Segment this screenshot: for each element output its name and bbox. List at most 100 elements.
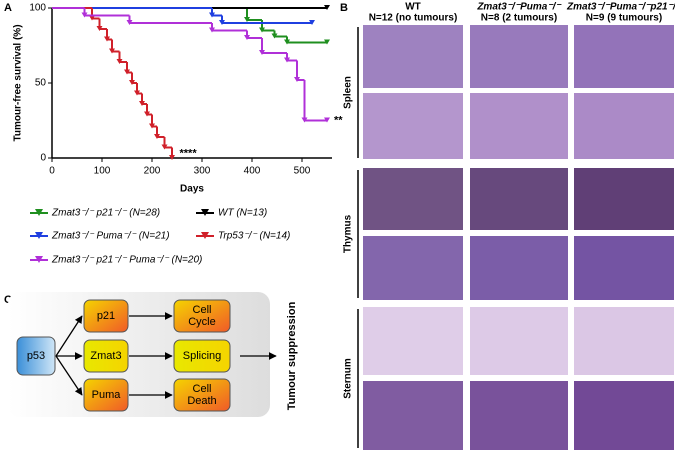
node-box <box>83 378 129 412</box>
legend-marker <box>35 209 43 216</box>
column-subtitle: N=12 (no tumours) <box>369 13 458 24</box>
node-label: Splicing <box>183 350 222 362</box>
event-marker <box>134 90 140 96</box>
event-marker <box>309 20 315 25</box>
histology-image <box>363 236 463 300</box>
node-label: Cell <box>193 383 212 395</box>
node-label: Cycle <box>188 316 216 328</box>
legend-label: Trp53⁻/⁻ (N=14) <box>218 231 290 242</box>
event-marker <box>109 48 115 54</box>
histology-image <box>363 307 463 375</box>
event-marker <box>209 27 215 33</box>
y-tick-label: 100 <box>29 3 46 14</box>
legend-label: Zmat3⁻/⁻ p21⁻/⁻ (N=28) <box>51 208 160 219</box>
panel-label: A <box>4 2 12 14</box>
y-axis-title: Tumour-free survival (%) <box>13 24 24 141</box>
node-label: Cell <box>193 304 212 316</box>
histology-image <box>574 307 674 375</box>
histology-image <box>470 381 568 450</box>
legend-marker <box>35 256 43 263</box>
row-label: Spleen <box>343 76 354 109</box>
annotation: **** <box>180 147 198 159</box>
x-tick-label: 500 <box>294 166 311 177</box>
histology-image <box>363 25 463 88</box>
y-tick-label: 50 <box>35 78 47 89</box>
row-label: Sternum <box>343 358 354 399</box>
event-marker <box>294 77 300 82</box>
survival-chart: A B C 0 50 100 0 100 200 300 400 500 Days Tumour-free… <box>4 2 348 306</box>
legend-label: WT (N=13) <box>218 208 267 219</box>
event-marker <box>154 134 160 139</box>
event-marker <box>209 12 215 18</box>
y-tick-label: 0 <box>40 153 46 164</box>
event-marker <box>81 12 88 18</box>
event-marker <box>284 39 290 45</box>
panel-label: C <box>4 294 12 306</box>
histology-image <box>574 93 674 159</box>
legend-label: Zmat3⁻/⁻ Puma⁻/⁻ (N=21) <box>51 231 170 242</box>
event-marker <box>219 20 225 25</box>
event-marker <box>144 111 150 117</box>
histology-image <box>574 236 674 300</box>
node-label: Puma <box>92 389 122 401</box>
histology-image <box>470 236 568 300</box>
legend-marker <box>201 209 209 216</box>
node-box <box>83 339 129 373</box>
arrow <box>55 355 83 396</box>
x-tick-label: 300 <box>194 166 211 177</box>
event-marker <box>161 144 168 150</box>
event-marker <box>244 17 250 22</box>
event-marker <box>149 123 155 129</box>
node-label: p21 <box>97 310 115 322</box>
histology-image <box>574 25 674 88</box>
event-marker <box>139 101 145 106</box>
histology-image <box>470 25 568 88</box>
histology-image <box>574 381 674 450</box>
event-marker <box>244 35 250 40</box>
event-marker <box>259 50 265 55</box>
event-marker <box>129 80 135 85</box>
event-marker <box>169 155 175 160</box>
event-marker <box>124 69 130 75</box>
histology-image <box>363 93 463 159</box>
node-label: p53 <box>27 350 45 362</box>
column-title: Zmat3⁻/⁻Puma⁻/⁻p21⁻/⁻ <box>566 2 675 13</box>
histology-image <box>470 93 568 159</box>
column-subtitle: N=9 (9 tumours) <box>586 13 662 24</box>
histology-image <box>470 168 568 230</box>
event-marker <box>324 39 330 45</box>
event-marker <box>271 33 278 39</box>
node-box <box>83 299 129 333</box>
event-marker <box>301 117 308 123</box>
node-label: Zmat3 <box>90 350 121 362</box>
x-tick-label: 200 <box>144 166 161 177</box>
column-title: WT <box>405 2 421 13</box>
node-box <box>173 378 231 412</box>
legend-label: Zmat3⁻/⁻ p21⁻/⁻ Puma⁻/⁻ (N=20) <box>51 255 202 266</box>
event-marker <box>324 5 330 10</box>
node-box <box>173 299 231 333</box>
histology-image <box>470 307 568 375</box>
event-marker <box>104 36 110 42</box>
event-marker <box>324 117 330 123</box>
event-marker <box>126 20 133 25</box>
x-tick-label: 100 <box>94 166 111 177</box>
row-label: Thymus <box>343 214 354 253</box>
annotation: ** <box>334 114 343 126</box>
event-marker <box>89 15 95 21</box>
histology-panel: WTN=12 (no tumours) Zmat3⁻/⁻Puma⁻/⁻N=8 (2… <box>343 2 675 450</box>
event-marker <box>259 27 265 33</box>
legend-marker <box>35 232 43 239</box>
panel-label: B <box>340 2 348 14</box>
histology-image <box>574 168 674 230</box>
column-subtitle: N=8 (2 tumours) <box>481 13 557 24</box>
node-box <box>16 336 56 376</box>
event-marker <box>284 57 290 63</box>
result-label: Tumour suppression <box>286 301 298 410</box>
legend-marker <box>201 232 209 239</box>
histology-image <box>363 168 463 230</box>
x-axis-title: Days <box>180 184 204 195</box>
event-marker <box>116 59 123 64</box>
